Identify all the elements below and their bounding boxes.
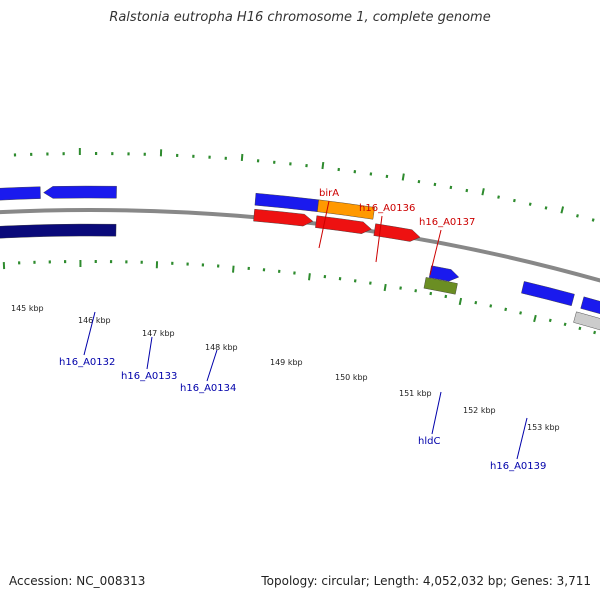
gene-labels: birA h16_A0136 h16_A0137 h16_A0132 h16_A0133… [59,188,546,472]
outer-tick [481,188,485,196]
kbp-label: 148 kbp [205,343,238,352]
inner-tick [533,314,537,323]
gene-feature [43,185,117,199]
leader-line [83,311,96,356]
inner-tick [414,289,418,293]
inner-tick [563,322,567,327]
outer-tick [417,179,421,184]
outer-tick [591,218,595,222]
inner-tick [489,304,493,308]
label-leader-lines [83,200,528,460]
leader-line [146,336,153,370]
outer-tick [433,182,437,187]
inner-tick [519,311,522,315]
outer-tick [449,185,453,190]
gene-feature [315,215,372,234]
inner-tick [593,330,597,335]
gene-feature [423,277,458,295]
inner-tick [458,297,463,306]
outer-tick [560,206,565,214]
inner-tick [578,326,582,331]
gene-label[interactable]: hldC [418,436,440,447]
gene-feature [0,186,41,201]
gene-feature [0,223,117,239]
inner-tick [383,283,387,292]
inner-tick [429,291,433,296]
gene-label[interactable]: birA [319,188,339,199]
gene-feature [573,311,600,331]
outer-tick [576,214,579,218]
leader-line [318,200,330,249]
gene-label[interactable]: h16_A0139 [490,461,546,472]
gene-feature [254,192,319,212]
kbp-label: 146 kbp [78,316,111,325]
kbp-label: 145 kbp [11,304,44,313]
outer-tick [497,195,500,199]
leader-line [375,215,383,263]
gene-label[interactable]: h16_A0134 [180,383,236,394]
inner-tick [504,307,508,312]
gene-features [0,185,600,331]
outer-tick [544,206,548,210]
accession-text: Accession: NC_008313 [9,574,146,588]
gene-label[interactable]: h16_A0133 [121,371,177,382]
gene-feature [253,208,314,227]
gene-label[interactable]: h16_A0137 [419,217,475,228]
gene-label[interactable]: h16_A0132 [59,357,115,368]
outer-tick [321,161,325,170]
gene-feature [317,199,375,220]
kbp-label: 147 kbp [142,329,175,338]
kbp-scale-labels: 145 kbp 146 kbp 147 kbp 148 kbp 149 kbp 150 k… [11,304,560,432]
genome-summary-text: Topology: circular; Length: 4,052,032 bp… [261,574,591,588]
inner-tick [308,273,311,281]
outer-tick [528,202,532,206]
kbp-label: 152 kbp [463,406,496,415]
inner-tick [474,300,478,305]
gene-feature [373,223,421,242]
kbp-label: 149 kbp [270,358,303,367]
inner-tick [399,286,402,290]
leader-line [516,417,528,460]
outer-tick-ring [13,148,595,222]
kbp-label: 153 kbp [527,423,560,432]
gene-feature [428,265,460,282]
kbp-label: 151 kbp [399,389,432,398]
leader-line [206,349,218,382]
outer-tick [240,153,244,162]
outer-tick [401,173,405,181]
inner-tick [232,265,235,273]
gene-feature [521,281,575,307]
inner-tick [444,294,448,299]
leader-line [429,229,442,276]
gene-label[interactable]: h16_A0136 [359,203,415,214]
inner-tick [548,318,552,323]
map-title: Ralstonia eutropha H16 chromosome 1, com… [109,10,491,25]
chromosome-backbone [0,208,600,283]
outer-tick [465,188,469,193]
leader-line [431,391,442,435]
gene-feature [580,296,600,314]
kbp-label: 150 kbp [335,373,368,382]
outer-tick [513,198,516,203]
inner-tick-ring [2,260,597,335]
